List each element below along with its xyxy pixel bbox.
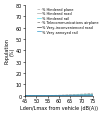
% Very-inconvenienced road	[66, 95, 67, 96]
% Hindered plane	[86, 93, 87, 95]
% Telecommunications airplane	[65, 95, 66, 96]
% Hindered rail	[24, 95, 26, 97]
% Very-inconvenienced road	[64, 95, 66, 96]
X-axis label: Lden/Lmax from vehicle (dB(A)): Lden/Lmax from vehicle (dB(A))	[20, 105, 98, 110]
% Telecommunications airplane	[82, 95, 83, 96]
% Hindered road	[64, 95, 66, 96]
Line: % Hindered rail: % Hindered rail	[25, 95, 93, 96]
% Telecommunications airplane	[64, 95, 66, 96]
% Very-inconvenienced road	[82, 95, 83, 96]
% Very annoyed rail	[86, 95, 87, 96]
% Hindered rail	[65, 95, 66, 96]
% Hindered plane	[24, 95, 26, 97]
% Telecommunications airplane	[86, 95, 87, 96]
% Hindered plane	[82, 94, 83, 95]
% Hindered road	[82, 94, 83, 95]
% Very annoyed rail	[92, 95, 93, 96]
Line: % Hindered plane: % Hindered plane	[25, 93, 93, 96]
% Hindered rail	[25, 95, 26, 97]
% Very-inconvenienced road	[25, 95, 26, 97]
% Hindered road	[92, 94, 93, 95]
% Hindered road	[65, 95, 66, 96]
% Hindered road	[25, 95, 26, 97]
% Very-inconvenienced road	[92, 95, 93, 96]
Line: % Hindered road: % Hindered road	[25, 94, 93, 96]
% Hindered road	[86, 94, 87, 95]
% Very annoyed rail	[65, 95, 66, 96]
% Hindered rail	[86, 94, 87, 96]
% Hindered plane	[92, 93, 93, 94]
% Very-inconvenienced road	[86, 95, 87, 96]
% Hindered plane	[64, 95, 66, 96]
% Very-inconvenienced road	[24, 95, 26, 97]
% Hindered plane	[66, 94, 67, 96]
% Hindered road	[24, 95, 26, 97]
% Hindered rail	[66, 95, 67, 96]
Line: % Telecommunications airplane: % Telecommunications airplane	[25, 95, 93, 96]
% Hindered rail	[82, 94, 83, 96]
% Telecommunications airplane	[92, 94, 93, 96]
Legend: % Hindered plane, % Hindered road, % Hindered rail, % Telecommunications airplan: % Hindered plane, % Hindered road, % Hin…	[37, 8, 98, 34]
% Hindered plane	[25, 95, 26, 97]
% Telecommunications airplane	[66, 95, 67, 96]
% Very annoyed rail	[66, 95, 67, 96]
% Very-inconvenienced road	[65, 95, 66, 96]
Y-axis label: Population
(%): Population (%)	[4, 38, 15, 64]
% Hindered rail	[92, 94, 93, 95]
% Very annoyed rail	[82, 95, 83, 96]
% Very annoyed rail	[25, 95, 26, 97]
% Very annoyed rail	[24, 95, 26, 97]
% Hindered rail	[64, 95, 66, 96]
% Telecommunications airplane	[25, 95, 26, 97]
% Hindered plane	[65, 95, 66, 96]
% Telecommunications airplane	[24, 95, 26, 97]
% Hindered road	[66, 95, 67, 96]
% Very annoyed rail	[64, 95, 66, 96]
Line: % Very-inconvenienced road: % Very-inconvenienced road	[25, 95, 93, 96]
